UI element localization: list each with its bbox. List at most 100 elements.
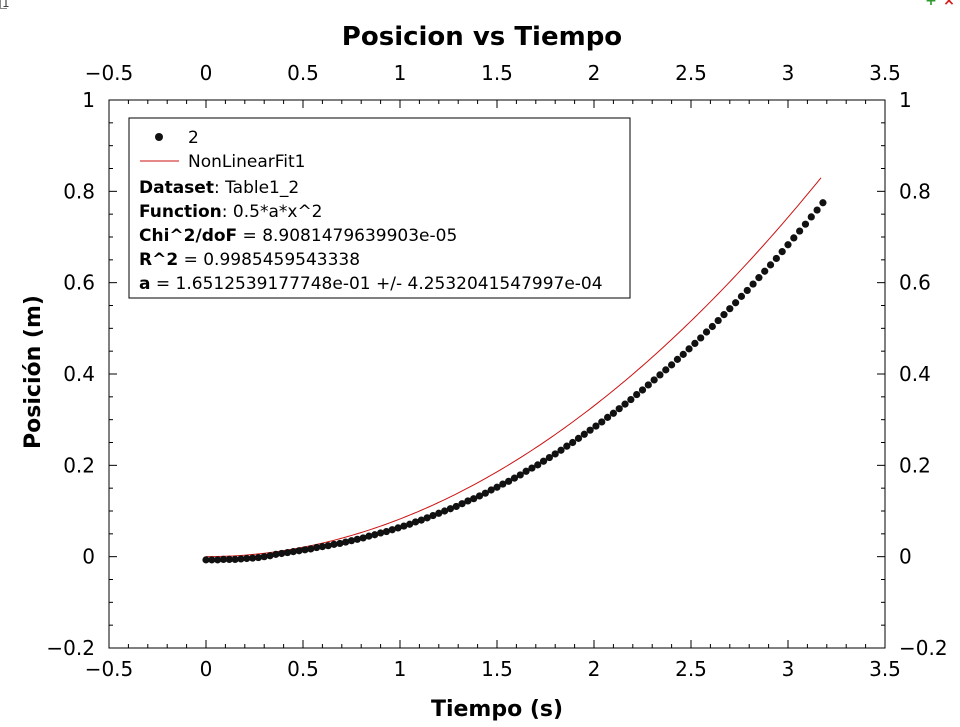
data-point (638, 386, 647, 394)
data-point (813, 206, 821, 214)
data-point (435, 509, 443, 517)
legend-dataset: Dataset: Table1_2 (139, 178, 299, 198)
legend[interactable]: 2 NonLinearFit1 Dataset: Table1_2 Functi… (128, 117, 631, 299)
data-point (633, 390, 641, 399)
data-point (609, 409, 618, 417)
data-point (569, 438, 577, 447)
x-tick-label-top: 1 (394, 61, 407, 85)
data-point (772, 254, 780, 263)
data-point (702, 328, 711, 336)
data-point (732, 299, 740, 307)
x-tick-label-bottom: −0.5 (85, 657, 134, 681)
data-point (365, 532, 373, 540)
data-point (330, 540, 338, 548)
data-point (720, 311, 728, 319)
x-tick-label-bottom: 2 (588, 657, 601, 681)
data-point (231, 555, 239, 564)
data-point (534, 461, 542, 469)
data-point (784, 241, 792, 249)
x-tick-label-top: 0.5 (287, 61, 319, 85)
data-point (452, 502, 460, 511)
data-point (662, 366, 670, 374)
x-axis-label: Tiempo (s) (431, 697, 563, 722)
data-point (679, 350, 687, 358)
legend-box (128, 117, 631, 299)
data-point (283, 548, 292, 557)
data-point (650, 376, 658, 384)
x-tick-label-top: 2.5 (675, 61, 707, 85)
x-tick-label-bottom: 3.5 (869, 657, 901, 681)
close-icon[interactable]: × (943, 0, 955, 9)
data-point (761, 267, 769, 275)
x-tick-label-top: 3.5 (869, 61, 901, 85)
legend-series-points: 2 (188, 128, 199, 148)
data-point (778, 248, 786, 256)
data-point (574, 434, 583, 442)
chart-title: Posicion vs Tiempo (342, 22, 622, 52)
y-tick-label-left: 0.2 (63, 453, 95, 477)
y-tick-label-left: −0.2 (46, 636, 95, 660)
data-point (219, 555, 228, 564)
data-point (464, 497, 472, 505)
data-point (342, 538, 350, 546)
data-point (766, 261, 775, 269)
x-tick-label-bottom: 1 (394, 657, 407, 681)
data-point (266, 552, 274, 560)
x-tick-label-bottom: 1.5 (481, 657, 513, 681)
data-point (318, 543, 326, 551)
data-point (510, 474, 519, 482)
data-point (237, 555, 245, 563)
x-tick-label-top: 0 (200, 61, 213, 85)
data-point (446, 505, 455, 513)
y-axis-label: Posición (m) (21, 295, 46, 449)
data-point (580, 430, 588, 438)
legend-chi: Chi^2/doF = 8.9081479639903e-05 (139, 226, 457, 246)
data-point (400, 522, 408, 530)
data-point (516, 471, 524, 479)
layer-indicator[interactable] (0, 0, 7, 9)
data-point (278, 549, 286, 558)
data-point (406, 520, 414, 528)
legend-a: a = 1.6512539177748e-01 +/- 4.2532041547… (139, 274, 603, 294)
legend-r2: R^2 = 0.9985459543338 (139, 250, 360, 270)
x-tick-label-bottom: 0 (200, 657, 213, 681)
data-point (563, 442, 571, 450)
data-point (324, 542, 332, 550)
data-point (208, 556, 216, 564)
y-tick-label-right: 1 (899, 88, 912, 112)
x-tick-label-bottom: 3 (782, 657, 795, 681)
axis-ticks: −0.5 −0.5 0 0 0.5 0.5 1 1 1.5 1.5 2 2 2.5 2.5 3 3 3.5 3.5… (46, 61, 947, 681)
legend-point-marker (155, 133, 163, 141)
data-point (714, 316, 722, 325)
x-tick-label-top: 3 (782, 61, 795, 85)
data-point (312, 543, 321, 552)
y-tick-label-right: 0.6 (899, 271, 931, 295)
data-point (505, 477, 513, 485)
data-point (458, 500, 466, 508)
data-point (522, 467, 530, 475)
data-point (737, 292, 746, 300)
data-point (423, 514, 431, 522)
data-point (248, 554, 257, 562)
y-tick-label-left: 0.8 (63, 179, 95, 203)
data-point (493, 483, 501, 491)
data-point (347, 537, 356, 545)
data-point (214, 556, 222, 564)
data-point (644, 381, 652, 389)
y-tick-label-right: 0.2 (899, 453, 931, 477)
data-point (470, 495, 478, 503)
data-point (499, 480, 507, 488)
data-point (377, 529, 385, 537)
data-point (726, 305, 734, 313)
add-icon[interactable]: + (925, 0, 937, 9)
data-point (539, 457, 548, 465)
x-tick-label-top: −0.5 (85, 61, 134, 85)
data-points (202, 199, 827, 564)
data-point (708, 322, 716, 331)
x-tick-label-top: 1.5 (481, 61, 513, 85)
data-point (353, 535, 361, 543)
data-point (627, 395, 635, 404)
data-point (394, 524, 402, 532)
data-point (685, 345, 693, 353)
data-point (697, 334, 705, 342)
